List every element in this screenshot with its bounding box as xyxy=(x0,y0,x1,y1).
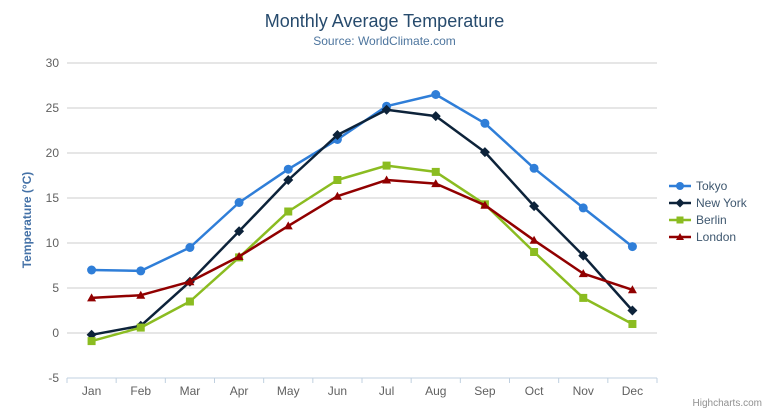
point-berlin-aug[interactable] xyxy=(431,167,440,176)
legend-label: London xyxy=(696,229,737,244)
point-new-york-may[interactable] xyxy=(283,175,294,185)
point-tokyo-aug[interactable] xyxy=(431,90,441,99)
x-axis-category-label: Feb xyxy=(130,384,151,398)
series-line-london xyxy=(90,178,634,300)
x-axis-category-label: Sep xyxy=(474,384,496,398)
point-new-york-apr[interactable] xyxy=(234,226,245,237)
point-new-york-nov[interactable] xyxy=(578,250,589,261)
x-axis-category-label: Jul xyxy=(379,384,394,398)
point-london-sep[interactable] xyxy=(480,200,490,209)
x-axis-category-label: Jun xyxy=(328,384,347,398)
point-berlin-jun[interactable] xyxy=(333,176,342,184)
legend-marker-icon-new-york xyxy=(669,198,691,207)
series-new-york xyxy=(86,104,638,340)
series-line-berlin xyxy=(90,164,634,343)
point-new-york-sep[interactable] xyxy=(479,147,490,158)
legend-item-berlin[interactable]: Berlin xyxy=(669,211,747,228)
point-new-york-jul[interactable] xyxy=(381,104,392,115)
x-axis-category-label: Apr xyxy=(230,384,249,398)
y-axis-tick-label: 15 xyxy=(46,191,60,205)
series-line-tokyo xyxy=(90,93,634,273)
legend-item-new-york[interactable]: New York xyxy=(669,194,747,211)
point-tokyo-oct[interactable] xyxy=(529,163,539,173)
point-tokyo-may[interactable] xyxy=(283,164,293,174)
point-berlin-jan[interactable] xyxy=(87,337,96,346)
point-berlin-feb[interactable] xyxy=(136,323,145,332)
series-tokyo xyxy=(87,90,637,276)
point-tokyo-apr[interactable] xyxy=(234,198,244,207)
point-berlin-dec[interactable] xyxy=(628,320,637,328)
legend-label: Tokyo xyxy=(696,178,728,193)
point-london-nov[interactable] xyxy=(578,269,588,278)
y-axis-tick-label: 25 xyxy=(46,101,60,115)
point-tokyo-jan[interactable] xyxy=(87,265,97,275)
point-tokyo-nov[interactable] xyxy=(578,203,588,213)
y-axis-tick-label: 5 xyxy=(52,281,59,295)
point-tokyo-feb[interactable] xyxy=(136,266,146,276)
point-tokyo-dec[interactable] xyxy=(627,242,637,252)
point-tokyo-sep[interactable] xyxy=(480,118,490,128)
point-london-jun[interactable] xyxy=(332,191,342,200)
legend-symbol xyxy=(676,181,684,190)
legend-label: Berlin xyxy=(696,212,727,227)
x-axis-category-label: May xyxy=(277,384,300,398)
legend-label: New York xyxy=(696,195,747,210)
point-new-york-dec[interactable] xyxy=(627,305,638,316)
chart-title: Monthly Average Temperature xyxy=(264,11,505,31)
legend-item-tokyo[interactable]: Tokyo xyxy=(669,177,747,194)
legend-symbol xyxy=(676,216,684,223)
legend-item-london[interactable]: London xyxy=(669,228,747,245)
y-axis-tick-label: 10 xyxy=(46,236,60,250)
point-berlin-oct[interactable] xyxy=(530,248,539,256)
y-axis-tick-label: 30 xyxy=(46,56,60,70)
point-london-jul[interactable] xyxy=(382,175,392,184)
point-new-york-jun[interactable] xyxy=(332,130,343,140)
x-axis-category-label: Aug xyxy=(425,384,446,398)
point-tokyo-mar[interactable] xyxy=(185,243,195,252)
point-london-dec[interactable] xyxy=(627,285,637,294)
point-berlin-nov[interactable] xyxy=(579,293,588,302)
y-axis-tick-label: 0 xyxy=(52,326,59,340)
point-london-jan[interactable] xyxy=(87,293,97,302)
x-axis-category-label: Oct xyxy=(525,384,544,398)
chart-subtitle: Source: WorldClimate.com xyxy=(313,34,456,48)
legend-marker-icon-berlin xyxy=(669,216,691,223)
x-axis-category-label: Dec xyxy=(622,384,643,398)
point-new-york-oct[interactable] xyxy=(529,201,540,212)
point-new-york-aug[interactable] xyxy=(430,111,441,122)
series-london xyxy=(87,175,637,302)
legend-marker-icon-london xyxy=(669,232,691,240)
y-axis-tick-label: -5 xyxy=(48,371,59,385)
export-menu-button[interactable] xyxy=(729,20,757,42)
legend: Tokyo New York Berlin London xyxy=(669,177,747,245)
series-line-new-york xyxy=(90,108,634,337)
point-london-feb[interactable] xyxy=(136,290,146,299)
point-london-oct[interactable] xyxy=(529,235,539,244)
y-axis-tick-label: 20 xyxy=(46,146,60,160)
point-berlin-may[interactable] xyxy=(284,207,293,216)
point-london-may[interactable] xyxy=(283,221,293,230)
x-axis-category-label: Nov xyxy=(573,384,594,398)
x-axis-category-label: Mar xyxy=(180,384,201,398)
legend-symbol xyxy=(675,198,685,207)
legend-symbol xyxy=(676,232,684,240)
point-berlin-mar[interactable] xyxy=(185,297,194,306)
y-axis-title: Temperature (°C) xyxy=(20,171,34,269)
point-berlin-jul[interactable] xyxy=(382,161,391,170)
point-london-mar[interactable] xyxy=(185,277,195,286)
legend-marker-icon-tokyo xyxy=(669,181,691,190)
point-london-apr[interactable] xyxy=(234,252,244,260)
point-london-aug[interactable] xyxy=(431,179,441,188)
x-axis-category-label: Jan xyxy=(82,384,101,398)
highcharts-credit-link[interactable]: Highcharts.com xyxy=(692,398,762,409)
